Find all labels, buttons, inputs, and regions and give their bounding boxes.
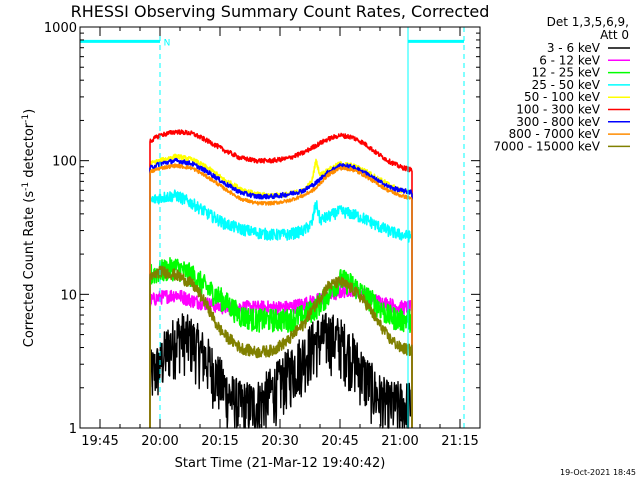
y-tick-label: 10 bbox=[60, 288, 77, 303]
x-tick-label: 20:30 bbox=[261, 434, 298, 449]
chart-title: RHESSI Observing Summary Count Rates, Co… bbox=[71, 2, 490, 21]
y-axis-label: Corrected Count Rate (s-1 detector-1) bbox=[21, 109, 37, 347]
series-line-7 bbox=[149, 163, 413, 428]
series-line-6 bbox=[149, 157, 413, 428]
x-tick-label: 21:00 bbox=[381, 434, 418, 449]
legend-header-line-2: Att 0 bbox=[600, 28, 629, 42]
series-line-0 bbox=[149, 312, 413, 429]
legend-label-6: 300 - 800 keV bbox=[516, 115, 600, 129]
series-line-2 bbox=[149, 257, 413, 428]
legend-label-7: 800 - 7000 keV bbox=[509, 127, 601, 141]
legend-label-0: 3 - 6 keV bbox=[547, 41, 601, 55]
legend-label-8: 7000 - 15000 keV bbox=[493, 139, 600, 153]
x-tick-label: 20:15 bbox=[201, 434, 238, 449]
y-tick-label: 1 bbox=[69, 422, 77, 437]
x-tick-label: 21:15 bbox=[441, 434, 478, 449]
legend-header-line-1: Det 1,3,5,6,9, bbox=[547, 15, 629, 29]
y-tick-label: 1000 bbox=[44, 21, 77, 36]
x-tick-label: 20:45 bbox=[321, 434, 358, 449]
legend-label-4: 50 - 100 keV bbox=[524, 90, 601, 104]
legend-label-2: 12 - 25 keV bbox=[532, 66, 601, 80]
night-label: N bbox=[164, 38, 171, 48]
plot-area: N 1 10 100 1000 19:45 20:00 20:15 20:30 20:45 21:0… bbox=[44, 21, 481, 449]
legend-label-1: 6 - 12 keV bbox=[539, 53, 601, 67]
series-line-8 bbox=[149, 264, 413, 428]
x-tick-label: 20:00 bbox=[141, 434, 178, 449]
x-axis-label: Start Time (21-Mar-12 19:40:42) bbox=[175, 456, 386, 471]
legend-label-5: 100 - 300 keV bbox=[516, 103, 600, 117]
footer-timestamp: 19-Oct-2021 18:45 bbox=[560, 468, 636, 477]
series-line-5 bbox=[149, 129, 413, 428]
x-tick-label: 19:45 bbox=[81, 434, 118, 449]
legend-label-3: 25 - 50 keV bbox=[532, 78, 601, 92]
y-tick-label: 100 bbox=[52, 155, 77, 170]
series-line-3 bbox=[149, 189, 413, 428]
